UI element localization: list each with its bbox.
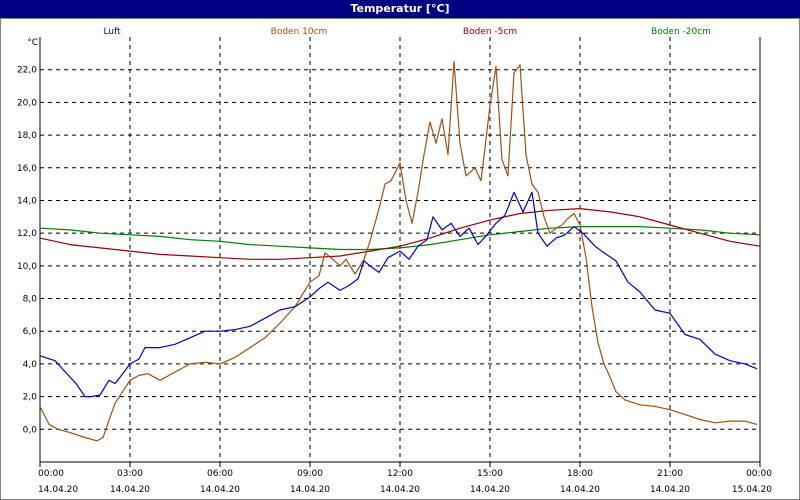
- y-tick-label: 6,0: [23, 327, 38, 337]
- y-tick-label: 0,0: [23, 425, 38, 435]
- x-tick-time: 06:00: [207, 469, 233, 479]
- y-tick-label: 12,0: [17, 229, 37, 239]
- axes: 0,0 2,0 4,0 6,0 8,0 10,0 12,0 14,0 16,0 18,0 20,0 2…: [17, 37, 772, 495]
- series-line-luft: [39, 191, 758, 398]
- legend-entry-boden-10cm: Boden 10cm: [271, 27, 328, 37]
- x-tick-date: 14.04.20: [470, 485, 510, 495]
- y-tick-label: 22,0: [17, 66, 37, 76]
- x-tick-date: 14.04.20: [110, 485, 150, 495]
- x-tick-time: 15:00: [477, 469, 503, 479]
- y-tick-label: 10,0: [17, 262, 37, 272]
- legend-entry-luft: Luft: [103, 27, 121, 37]
- x-tick-date: 14.04.20: [560, 485, 600, 495]
- x-tick-time: 12:00: [387, 469, 413, 479]
- x-tick-time: 00:00: [746, 469, 772, 479]
- y-tick-label: 16,0: [17, 164, 37, 174]
- y-tick-label: 14,0: [17, 196, 37, 206]
- x-tick-time: 18:00: [567, 469, 593, 479]
- y-tick-label: 8,0: [23, 295, 38, 305]
- series-line-boden-10cm: [39, 60, 758, 442]
- series-line-boden-5cm: [39, 208, 761, 260]
- y-axis-unit: °C: [27, 38, 38, 48]
- y-tick-label: 20,0: [17, 98, 37, 108]
- x-tick-date: 14.04.20: [290, 485, 330, 495]
- y-tick-label: 2,0: [23, 393, 38, 403]
- x-tick-date: 14.04.20: [200, 485, 240, 495]
- legend: Luft Boden 10cm Boden -5cm Boden -20cm: [103, 27, 711, 37]
- chart-title-bar: Temperatur [°C]: [0, 0, 800, 18]
- x-tick-date: 14.04.20: [650, 485, 690, 495]
- y-tick-label: 4,0: [23, 360, 38, 370]
- grid-lines: [40, 37, 760, 462]
- legend-entry-boden-20cm: Boden -20cm: [651, 27, 711, 37]
- y-tick-label: 18,0: [17, 131, 37, 141]
- chart-title: Temperatur [°C]: [350, 2, 450, 15]
- series-lines: [39, 60, 761, 442]
- legend-entry-boden-5cm: Boden -5cm: [463, 27, 517, 37]
- series-line-boden-20cm: [39, 226, 761, 251]
- x-tick-time: 00:00: [38, 469, 64, 479]
- x-tick-time: 03:00: [117, 469, 143, 479]
- x-tick-date: 14.04.20: [38, 485, 78, 495]
- x-tick-date: 14.04.20: [380, 485, 420, 495]
- x-tick-time: 21:00: [657, 469, 683, 479]
- x-tick-date: 15.04.20: [732, 485, 772, 495]
- x-tick-time: 09:00: [297, 469, 323, 479]
